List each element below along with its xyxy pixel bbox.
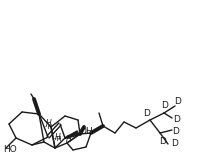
Text: D: D [160,138,166,146]
Text: HO: HO [3,145,17,155]
Text: D: D [173,128,180,136]
Text: OH: OH [80,128,94,136]
Polygon shape [65,131,79,138]
Text: D: D [173,114,180,124]
Text: H: H [55,132,61,142]
Text: H: H [66,135,72,145]
Text: H: H [46,120,52,128]
Text: D: D [171,139,178,149]
Text: D: D [161,101,168,111]
Text: D: D [175,97,182,107]
Text: ··H: ··H [43,124,53,130]
Text: D: D [144,108,151,118]
Text: ··H: ··H [52,136,62,142]
